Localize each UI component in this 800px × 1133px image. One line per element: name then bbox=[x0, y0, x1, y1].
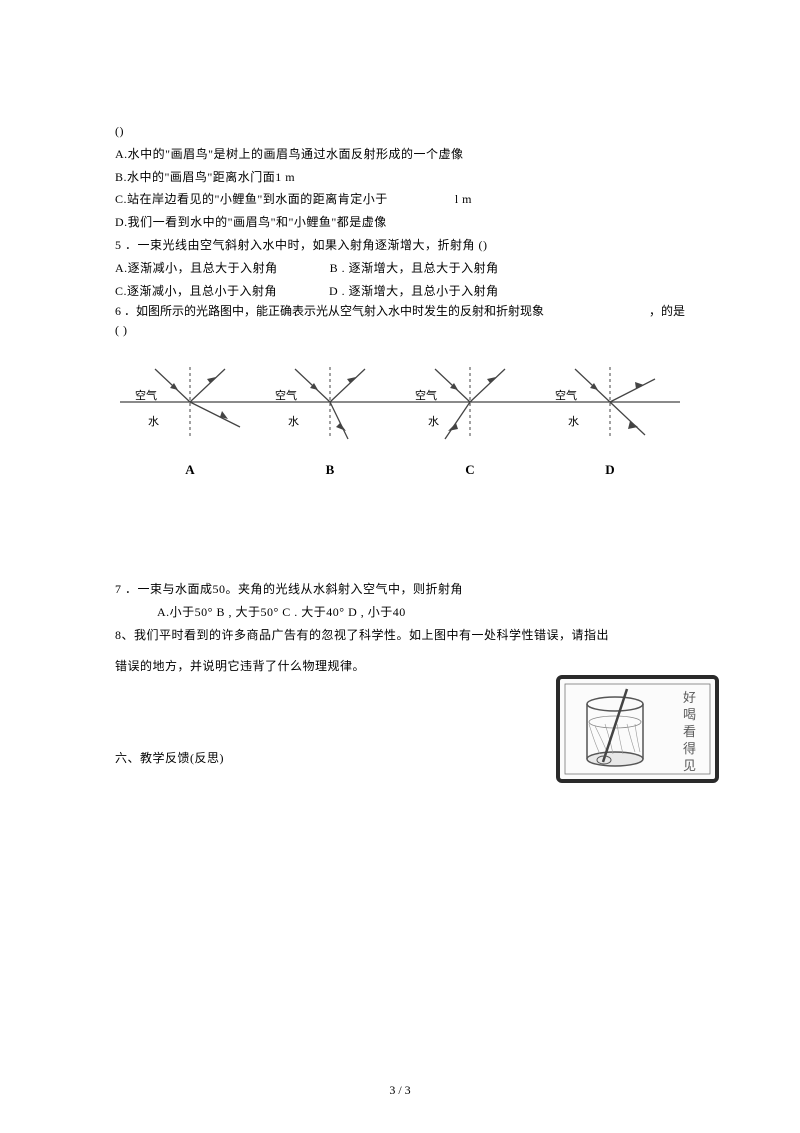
label-d: D bbox=[540, 462, 680, 478]
q5-row2: C.逐渐减小，且总小于入射角 D . 逐渐增大，且总小于入射角 bbox=[115, 280, 685, 303]
q5-opt-b: B . 逐渐增大，且总大于入射角 bbox=[330, 261, 499, 275]
q5-stem: 5 ．一束光线由空气斜射入水中时，如果入射角逐渐增大，折射角 () bbox=[115, 234, 685, 257]
q6-stem-pre: 6 ．如图所示的光路图中，能正确表示光从空气射入水中时发生的反射和折射现象 bbox=[115, 302, 544, 319]
svg-text:水: 水 bbox=[288, 415, 299, 428]
q6-stem-row: 6 ．如图所示的光路图中，能正确表示光从空气射入水中时发生的反射和折射现象 ，的… bbox=[115, 302, 685, 319]
q6-paren: ( ) bbox=[115, 319, 685, 342]
diagram-d: 空气 水 bbox=[540, 357, 680, 452]
svg-text:看: 看 bbox=[683, 724, 696, 739]
q5-opt-c: C.逐渐减小，且总小于入射角 bbox=[115, 284, 277, 298]
svg-text:空气: 空气 bbox=[275, 388, 297, 402]
q7-opts: A.小于50° B , 大于50° C . 大于40° D , 小于40 bbox=[115, 601, 685, 624]
q-prev-paren: () bbox=[115, 120, 685, 143]
svg-text:见: 见 bbox=[683, 758, 696, 773]
svg-text:空气: 空气 bbox=[555, 388, 577, 402]
q-prev-c-val: l m bbox=[455, 192, 472, 206]
q-prev-opt-c: C.站在岸边看见的"小鲤鱼"到水面的距离肯定小于 l m bbox=[115, 188, 685, 211]
svg-text:得: 得 bbox=[683, 741, 696, 756]
label-b: B bbox=[260, 462, 400, 478]
q-prev-opt-a: A.水中的"画眉鸟"是树上的画眉鸟通过水面反射形成的一个虚像 bbox=[115, 143, 685, 166]
svg-text:水: 水 bbox=[568, 415, 579, 428]
q8-stem: 8、我们平时看到的许多商品广告有的忽视了科学性。如上图中有一处科学性错误，请指出 bbox=[115, 624, 685, 647]
diagram-a: 空气 水 bbox=[120, 357, 260, 452]
svg-text:水: 水 bbox=[428, 415, 439, 428]
q-prev-opt-b: B.水中的"画眉鸟"距离水门面1 m bbox=[115, 166, 685, 189]
q6-labels: A B C D bbox=[115, 462, 685, 478]
page-number: 3 / 3 bbox=[0, 1083, 800, 1098]
q5-opt-a: A.逐渐减小，且总大于入射角 bbox=[115, 261, 278, 275]
q7-stem: 7 ．一束与水面成50。夹角的光线从水斜射入空气中，则折射角 bbox=[115, 578, 685, 601]
svg-text:好: 好 bbox=[683, 690, 696, 705]
svg-text:空气: 空气 bbox=[135, 388, 157, 402]
svg-text:水: 水 bbox=[148, 415, 159, 428]
cup-ad-image: 好 喝 看 得 见 bbox=[555, 674, 720, 784]
label-a: A bbox=[120, 462, 260, 478]
diagram-b: 空气 水 bbox=[260, 357, 400, 452]
diagram-c: 空气 水 bbox=[400, 357, 540, 452]
svg-text:喝: 喝 bbox=[683, 707, 696, 722]
label-c: C bbox=[400, 462, 540, 478]
svg-text:空气: 空气 bbox=[415, 388, 437, 402]
q5-opt-d: D . 逐渐增大，且总小于入射角 bbox=[329, 284, 499, 298]
q5-row1: A.逐渐减小，且总大于入射角 B . 逐渐增大，且总大于入射角 bbox=[115, 257, 685, 280]
q6-diagrams: 空气 水 空气 水 空气 水 bbox=[115, 357, 685, 452]
q6-stem-suf: ，的是 bbox=[649, 302, 685, 319]
q-prev-opt-d: D.我们一看到水中的"画眉鸟"和"小鲤鱼"都是虚像 bbox=[115, 211, 685, 234]
q-prev-c-pre: C.站在岸边看见的"小鲤鱼"到水面的距离肯定小于 bbox=[115, 192, 388, 206]
